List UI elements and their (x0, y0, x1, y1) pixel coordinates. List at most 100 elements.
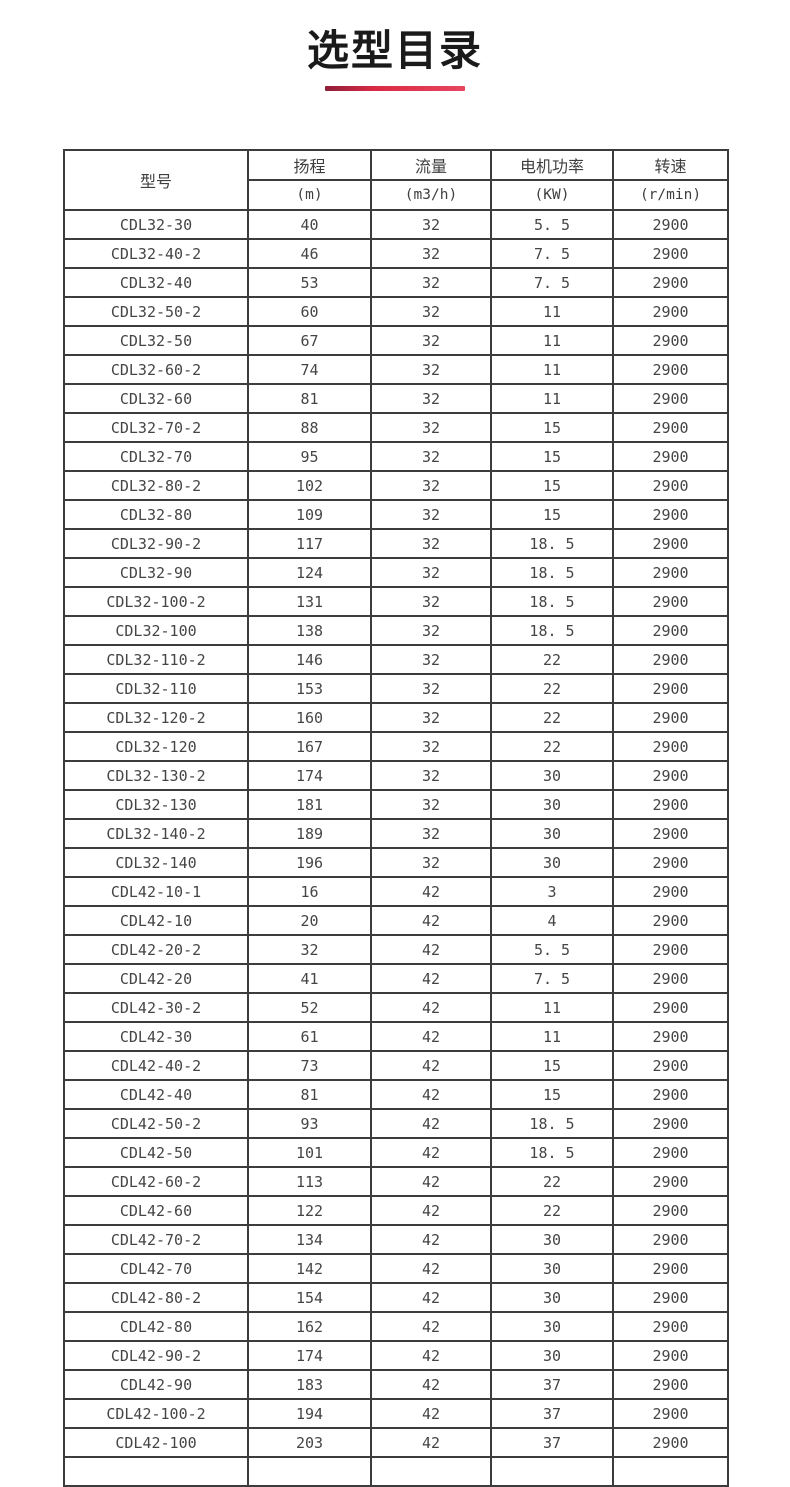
flow-cell: 32 (370, 412, 492, 444)
speed-cell: 2900 (612, 760, 729, 792)
power-cell: 30 (490, 1340, 614, 1372)
head-cell: 101 (247, 1137, 372, 1169)
table-row: CDL42-100 203 42 37 2900 (63, 1427, 729, 1459)
speed-cell: 2900 (612, 615, 729, 647)
power-cell: 18. 5 (490, 615, 614, 647)
column-header-model: 型号 (63, 149, 249, 212)
column-header-flow: 流量 (370, 149, 492, 182)
head-cell: 181 (247, 789, 372, 821)
power-cell: 11 (490, 325, 614, 357)
speed-cell: 2900 (612, 702, 729, 734)
model-cell: CDL42-90-2 (63, 1340, 249, 1372)
speed-cell: 2900 (612, 441, 729, 473)
flow-cell: 42 (370, 1224, 492, 1256)
model-cell: CDL42-50 (63, 1137, 249, 1169)
power-cell: 5. 5 (490, 934, 614, 966)
flow-cell: 42 (370, 1021, 492, 1053)
table-row: CDL32-50-2 60 32 11 2900 (63, 296, 729, 328)
model-cell: CDL42-80-2 (63, 1282, 249, 1314)
speed-cell: 2900 (612, 934, 729, 966)
flow-cell: 32 (370, 296, 492, 328)
table-row: CDL32-130 181 32 30 2900 (63, 789, 729, 821)
head-cell: 203 (247, 1427, 372, 1459)
power-cell: 30 (490, 818, 614, 850)
power-cell: 11 (490, 383, 614, 415)
speed-cell: 2900 (612, 238, 729, 270)
flow-cell: 42 (370, 1369, 492, 1401)
column-unit-speed: (r/min) (612, 179, 729, 212)
table-row: CDL32-80 109 32 15 2900 (63, 499, 729, 531)
flow-cell: 32 (370, 615, 492, 647)
model-cell: CDL42-10 (63, 905, 249, 937)
table-row: CDL32-40-2 46 32 7. 5 2900 (63, 238, 729, 270)
head-cell: 73 (247, 1050, 372, 1082)
speed-cell: 2900 (612, 296, 729, 328)
flow-cell: 32 (370, 383, 492, 415)
head-cell: 124 (247, 557, 372, 589)
empty-cell (247, 1456, 372, 1487)
head-cell: 32 (247, 934, 372, 966)
column-unit-head: (m) (247, 179, 372, 212)
pump-selection-table: 型号 扬程 流量 电机功率 转速 (m) (m3/h) (KW) (r/min)… (63, 149, 729, 1487)
head-cell: 162 (247, 1311, 372, 1343)
power-cell: 18. 5 (490, 1108, 614, 1140)
table-row: CDL32-80-2 102 32 15 2900 (63, 470, 729, 502)
column-header-motor-power: 电机功率 (490, 149, 614, 182)
head-cell: 160 (247, 702, 372, 734)
model-cell: CDL32-80-2 (63, 470, 249, 502)
head-cell: 122 (247, 1195, 372, 1227)
flow-cell: 42 (370, 934, 492, 966)
model-cell: CDL32-90-2 (63, 528, 249, 560)
model-cell: CDL32-140-2 (63, 818, 249, 850)
table-row: CDL32-110 153 32 22 2900 (63, 673, 729, 705)
model-cell: CDL32-30 (63, 209, 249, 241)
power-cell: 5. 5 (490, 209, 614, 241)
flow-cell: 42 (370, 1195, 492, 1227)
head-cell: 196 (247, 847, 372, 879)
model-cell: CDL32-70 (63, 441, 249, 473)
speed-cell: 2900 (612, 1166, 729, 1198)
speed-cell: 2900 (612, 847, 729, 879)
speed-cell: 2900 (612, 1282, 729, 1314)
flow-cell: 42 (370, 1079, 492, 1111)
table-row: CDL42-50 101 42 18. 5 2900 (63, 1137, 729, 1169)
power-cell: 18. 5 (490, 586, 614, 618)
table-row: CDL42-10 20 42 4 2900 (63, 905, 729, 937)
model-cell: CDL32-100-2 (63, 586, 249, 618)
head-cell: 53 (247, 267, 372, 299)
head-cell: 194 (247, 1398, 372, 1430)
table-row: CDL42-80-2 154 42 30 2900 (63, 1282, 729, 1314)
model-cell: CDL42-100 (63, 1427, 249, 1459)
power-cell: 37 (490, 1369, 614, 1401)
model-cell: CDL32-110 (63, 673, 249, 705)
speed-cell: 2900 (612, 1340, 729, 1372)
empty-cell (490, 1456, 614, 1487)
table-row-clipped (63, 1456, 729, 1487)
table-row: CDL32-90-2 117 32 18. 5 2900 (63, 528, 729, 560)
table-row: CDL42-70-2 134 42 30 2900 (63, 1224, 729, 1256)
empty-cell (612, 1456, 729, 1487)
speed-cell: 2900 (612, 499, 729, 531)
model-cell: CDL42-30-2 (63, 992, 249, 1024)
head-cell: 74 (247, 354, 372, 386)
head-cell: 93 (247, 1108, 372, 1140)
power-cell: 7. 5 (490, 963, 614, 995)
table-row: CDL42-30 61 42 11 2900 (63, 1021, 729, 1053)
power-cell: 11 (490, 296, 614, 328)
table-row: CDL42-90 183 42 37 2900 (63, 1369, 729, 1401)
power-cell: 11 (490, 992, 614, 1024)
head-cell: 113 (247, 1166, 372, 1198)
flow-cell: 42 (370, 905, 492, 937)
head-cell: 95 (247, 441, 372, 473)
flow-cell: 32 (370, 528, 492, 560)
speed-cell: 2900 (612, 325, 729, 357)
speed-cell: 2900 (612, 876, 729, 908)
flow-cell: 32 (370, 557, 492, 589)
power-cell: 3 (490, 876, 614, 908)
model-cell: CDL32-60 (63, 383, 249, 415)
flow-cell: 42 (370, 1340, 492, 1372)
speed-cell: 2900 (612, 1195, 729, 1227)
power-cell: 22 (490, 1195, 614, 1227)
head-cell: 131 (247, 586, 372, 618)
flow-cell: 42 (370, 876, 492, 908)
